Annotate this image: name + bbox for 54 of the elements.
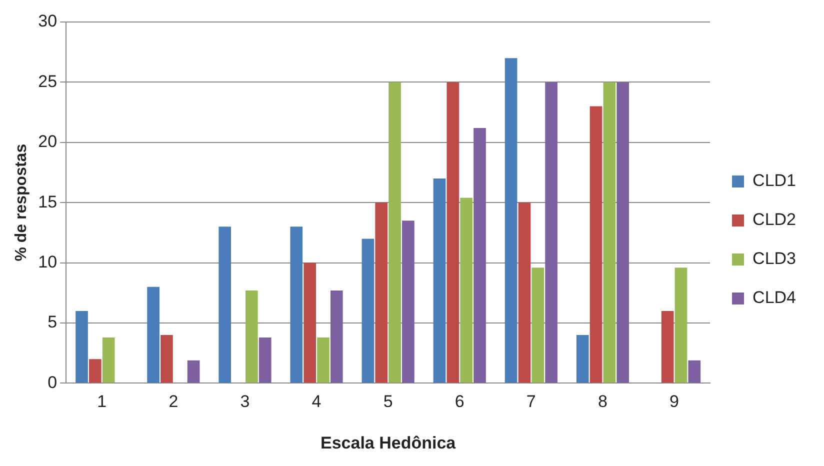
y-tick-label: 20 (38, 132, 58, 152)
legend-label: CLD4 (752, 288, 796, 308)
x-tick-label: 6 (454, 392, 464, 412)
y-tick-label: 30 (38, 12, 58, 31)
bar (258, 337, 272, 383)
legend-label: CLD3 (752, 249, 796, 268)
x-tick-label: 1 (97, 392, 107, 412)
bar (545, 82, 558, 383)
bar (532, 268, 544, 383)
legend-label: CLD1 (752, 171, 796, 190)
x-tick-label: 9 (670, 392, 679, 412)
bar (616, 82, 630, 383)
bar (246, 290, 258, 383)
bar (674, 268, 688, 383)
x-tick-label: 5 (383, 392, 393, 412)
bar (388, 82, 401, 383)
bar (317, 337, 330, 383)
bar (688, 360, 701, 383)
bar (433, 178, 446, 383)
bar (330, 290, 343, 383)
bar (661, 310, 674, 383)
bar (362, 238, 374, 383)
bar (89, 359, 102, 383)
y-tick-label: 5 (48, 312, 58, 332)
y-tick-label: 0 (48, 372, 58, 392)
bar (402, 220, 414, 383)
y-tick-label: 25 (38, 72, 58, 91)
bar (518, 202, 531, 383)
bar (375, 202, 388, 383)
bar (218, 226, 232, 383)
bar (474, 128, 486, 383)
x-tick-label: 3 (240, 392, 250, 412)
y-axis-title: % de respostas (13, 144, 30, 262)
legend-label: CLD2 (752, 210, 796, 230)
x-tick-label: 7 (526, 392, 536, 412)
bar (160, 335, 173, 383)
bar (590, 106, 602, 383)
bar (102, 337, 115, 383)
bar (603, 82, 616, 383)
x-axis-title: Escala Hedônica (320, 433, 456, 452)
bar (504, 58, 518, 383)
bar (460, 198, 472, 383)
bar (290, 226, 303, 383)
bar (187, 360, 200, 383)
bar (76, 310, 88, 383)
y-tick-label: 10 (38, 252, 58, 272)
bar (446, 82, 460, 383)
x-tick-label: 8 (598, 392, 608, 412)
bar (147, 286, 160, 383)
y-tick-label: 15 (38, 192, 58, 212)
x-tick-label: 2 (168, 392, 178, 412)
bar (576, 335, 589, 383)
x-tick-label: 4 (312, 392, 322, 412)
bar (304, 262, 316, 383)
